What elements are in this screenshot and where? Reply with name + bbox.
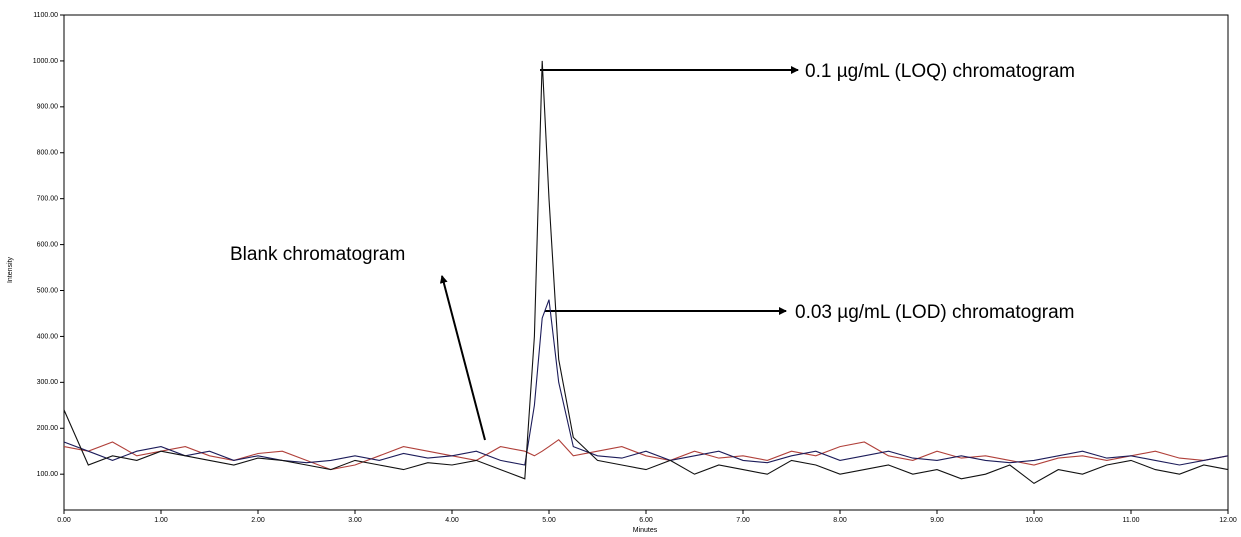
annotation: 0.1 µg/mL (LOQ) chromatogram (805, 61, 1075, 82)
y-tick-label: 800.00 (37, 150, 59, 157)
series-line (63, 438, 1229, 471)
x-tick-label: 5.00 (542, 517, 556, 524)
annotation-arrow (439, 275, 486, 441)
x-tick-label: 11.00 (1123, 517, 1140, 524)
y-tick-label: 1000.00 (33, 58, 58, 65)
y-tick-label: 200.00 (37, 425, 59, 432)
y-tick-label: 300.00 (37, 379, 59, 386)
x-axis-label: Minutes (633, 527, 658, 534)
x-tick-label: 1.00 (154, 517, 168, 524)
x-tick-label: 4.00 (445, 517, 459, 524)
y-tick-label: 700.00 (37, 196, 59, 203)
annotation: Blank chromatogram (230, 244, 405, 265)
x-tick-label: 6.00 (639, 517, 653, 524)
x-tick-label: 7.00 (736, 517, 750, 524)
y-tick-label: 900.00 (37, 104, 59, 111)
y-tick-label: 600.00 (37, 241, 59, 248)
y-axis-label: Intensity (7, 256, 14, 283)
x-tick-label: 9.00 (930, 517, 944, 524)
x-tick-label: 8.00 (833, 517, 847, 524)
x-tick-label: 10.00 (1025, 517, 1043, 524)
y-tick-label: 400.00 (37, 333, 59, 340)
y-tick-label: 1100.00 (33, 12, 58, 19)
series-line (63, 60, 1229, 485)
series-line (63, 299, 1229, 466)
x-tick-label: 3.00 (348, 517, 362, 524)
annotation: 0.03 µg/mL (LOD) chromatogram (795, 302, 1075, 323)
x-tick-label: 0.00 (57, 517, 71, 524)
x-tick-label: 2.00 (251, 517, 265, 524)
x-tick-label: 12.00 (1219, 517, 1237, 524)
y-tick-label: 100.00 (37, 471, 59, 478)
y-tick-label: 500.00 (37, 287, 59, 294)
